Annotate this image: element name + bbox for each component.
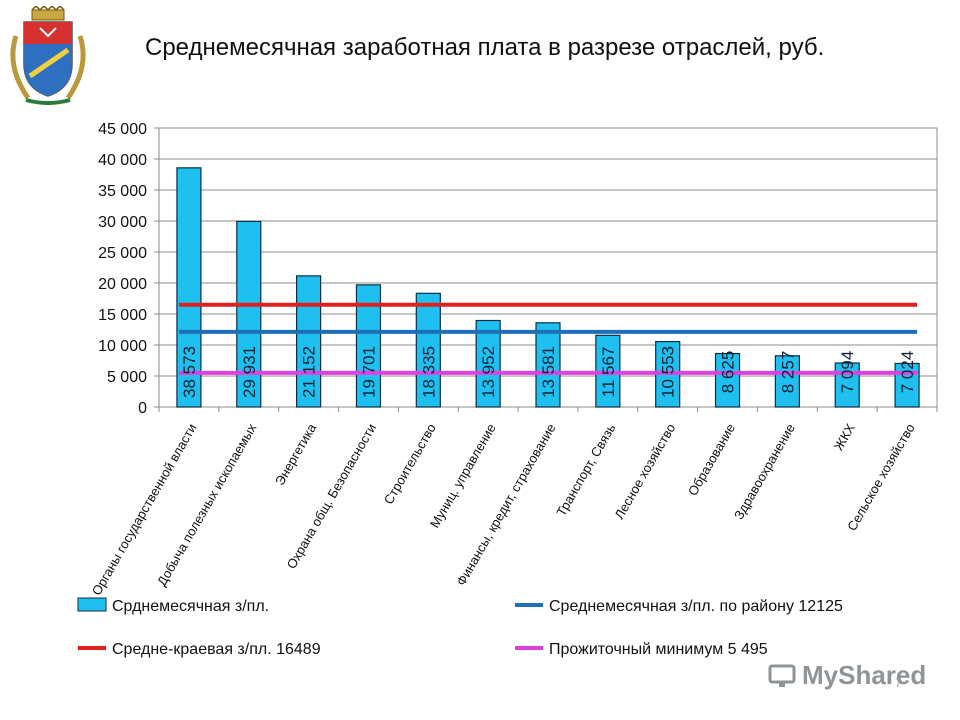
y-tick-label: 35 000 [98, 183, 147, 200]
bar-value-label: 8 625 [719, 351, 738, 394]
bar-value-label: 13 581 [539, 346, 558, 398]
bar [894, 362, 920, 408]
bar [834, 362, 860, 408]
presentation-icon [768, 664, 796, 687]
chart-legend: Срднемесячная з/пл. Среднемесячная з/пл. … [77, 597, 843, 658]
chart-grid [154, 127, 938, 412]
bar-value-label: 19 701 [359, 346, 378, 398]
y-tick-label: 15 000 [98, 307, 147, 324]
legend-swatch-bar [77, 597, 107, 612]
bar [475, 319, 501, 408]
x-tick-label: ЖКХ [831, 421, 858, 453]
y-tick-label: 45 000 [98, 121, 147, 138]
coat-of-arms-emblem [6, 4, 90, 108]
bar-value-label: 7 094 [838, 351, 857, 394]
x-tick-label: Органы государственной власти [89, 421, 200, 598]
bar [714, 352, 741, 408]
bar [176, 167, 202, 408]
legend-label: Прожиточный минимум 5 495 [549, 641, 768, 658]
reference-lines [178, 302, 918, 375]
x-tick-label: Муниц. управление [427, 421, 499, 530]
bar [296, 275, 322, 408]
bar-value-label: 11 567 [599, 347, 618, 398]
y-tick-label: 10 000 [98, 338, 147, 355]
bar [535, 322, 561, 408]
bar-value-label: 29 931 [240, 346, 259, 398]
x-tick-label: Лесное хозяйство [611, 421, 678, 522]
data-labels: 38 573 29 931 21 152 19 701 18 335 13 952 13 5… [180, 346, 917, 398]
y-tick-label: 30 000 [98, 214, 147, 231]
legend-label: Средне-краевая з/пл. 16489 [112, 641, 321, 658]
bar [415, 292, 441, 408]
bar-value-label: 13 952 [479, 346, 498, 398]
bar-value-label: 7 024 [898, 351, 917, 394]
x-tick-label: Образование [685, 421, 738, 498]
bar-value-label: 10 553 [659, 346, 678, 398]
bar-value-label: 8 257 [778, 351, 797, 394]
x-tick-label: Транспорт, Связь [553, 421, 618, 519]
y-tick-label: 5 000 [107, 369, 147, 386]
legend-label: Срднемесячная з/пл. [112, 598, 269, 615]
y-tick-label: 20 000 [98, 276, 147, 293]
y-tick-label: 40 000 [98, 152, 147, 169]
bar-value-label: 38 573 [180, 346, 199, 398]
x-tick-label: Энергетика [272, 420, 320, 488]
bar-value-label: 21 152 [300, 346, 319, 398]
watermark: MyShared [768, 660, 926, 691]
page-title: Среднемесячная заработная плата в разрез… [145, 34, 825, 61]
bar-series [176, 167, 920, 408]
x-tick-label: Добыча полезных ископаемых [154, 421, 260, 589]
y-axis-ticks: 0 5 000 10 000 15 000 20 000 25 000 30 000 35 0… [98, 121, 147, 417]
y-tick-label: 0 [138, 400, 147, 417]
x-tick-label: Здравоохранение [731, 421, 798, 522]
bar [774, 355, 800, 408]
x-tick-label: Сельское хозяйство [844, 421, 918, 533]
legend-label: Среднемесячная з/пл. по району 12125 [549, 598, 843, 615]
bar [236, 220, 262, 408]
x-tick-label: Строительство [381, 421, 439, 507]
y-tick-label: 25 000 [98, 245, 147, 262]
bar-value-label: 18 335 [419, 346, 438, 398]
x-tick-label: Финансы, кредит, страхование [453, 421, 558, 588]
watermark-text: MyShared [802, 660, 927, 690]
slide-number: 7 [895, 676, 902, 690]
